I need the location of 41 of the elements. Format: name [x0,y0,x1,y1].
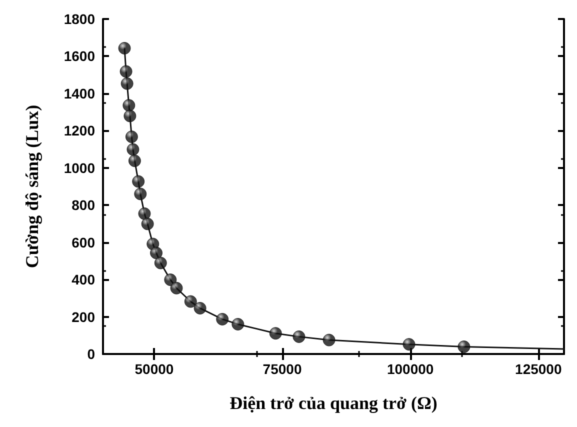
point [184,295,197,308]
y-tick-label: 1200 [64,122,96,139]
point [124,110,136,122]
point [458,340,470,353]
point [402,338,416,351]
point [232,318,244,330]
x-tick-label: 50000 [134,361,174,377]
y-tick-label: 1800 [64,11,96,27]
point [118,42,131,54]
x-axis-title: Điện trở của quang trở (Ω) [230,393,438,413]
y-tick-label: 1400 [64,85,96,102]
y-axis-title: Cường độ sáng (Lux) [22,104,42,268]
point [194,302,206,314]
point [269,327,282,340]
point [292,330,306,343]
point [170,282,183,294]
y-tick-label: 0 [87,346,96,362]
x-tick-label: 100000 [386,361,434,377]
point [132,175,145,188]
x-tick-label: 125000 [515,361,562,377]
point [120,65,132,78]
point [126,143,140,156]
point [128,154,141,168]
point [141,218,154,230]
y-tick-label: 1000 [64,160,96,176]
point [164,273,177,286]
point [322,334,336,346]
point [216,312,229,326]
point [134,188,147,200]
point [138,207,151,220]
point [154,256,167,270]
y-tick-label: 600 [72,234,96,250]
point [125,130,138,144]
y-tick-label: 400 [72,272,96,288]
point [120,77,134,90]
y-tick-label: 1600 [64,48,96,64]
y-tick-label: 200 [72,308,96,325]
point [122,99,136,112]
y-tick-label: 800 [72,197,96,214]
x-tick-label: 75000 [262,361,302,377]
point [150,246,163,260]
